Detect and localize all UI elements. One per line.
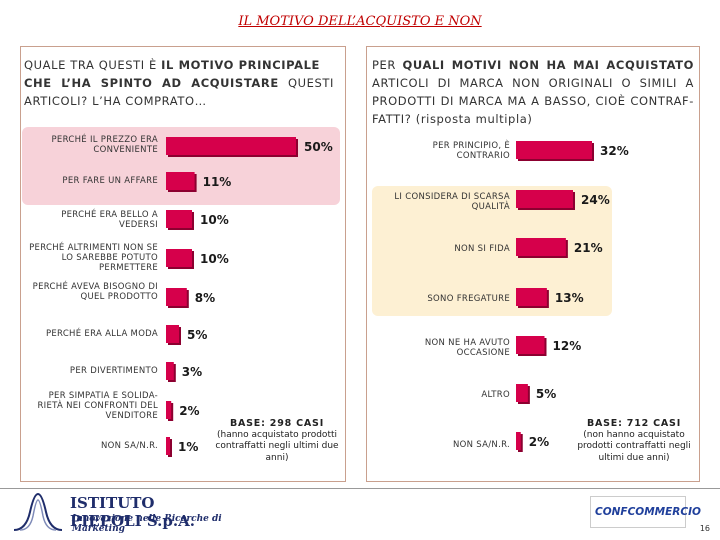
right-base-note: BASE: 712 CASI (non hanno acquistato pro… [577,418,691,463]
left-category-label: PERCHÉ ERA ALLA MODA [45,329,158,339]
left-category-label: PERCHÉ ALTRIMENTI NON SE LO SAREBBE POTU… [29,243,158,273]
footer-divider [0,488,720,489]
left-question: QUALE TRA QUESTI È IL MOTIVO PRINCIPALE … [24,58,335,108]
left-category-label: PERCHÉ IL PREZZO ERA CONVENIENTE [51,135,158,155]
left-panel [20,46,346,482]
piepoli-tagline: Innovazione nelle Ricerche di Marketing [72,514,222,534]
left-category-label: NON SA/N.R. [100,441,158,451]
right-question: PER QUALI MOTIVI NON HA MAI ACQUISTATO A… [372,58,694,126]
left-base-note: BASE: 298 CASI (hanno acquistato prodott… [215,418,339,463]
piepoli-logo: ISTITUTO PIEPOLI S.p.A. Innovazione nell… [10,490,230,534]
page-number: 16 [699,524,710,533]
left-category-label: PERCHÉ ERA BELLO A VEDERSI [61,210,158,230]
right-category-label: ALTRO [481,390,510,400]
right-panel [366,46,700,482]
left-category-label: PER DIVERTIMENTO [69,366,158,376]
right-category-label: PER PRINCIPIO, È CONTRARIO [432,141,510,161]
page-title: IL MOTIVO DELL’ACQUISTO E NON [238,14,482,29]
left-category-label: PER SIMPATIA E SOLIDA-RIETÀ NEI CONFRONT… [37,391,158,421]
right-category-label: LI CONSIDERA DI SCARSA QUALITÀ [394,192,510,212]
right-category-label: NON SI FIDA [454,244,510,254]
right-category-label: NON NE HA AVUTO OCCASIONE [424,338,510,358]
left-category-label: PERCHÉ AVEVA BISOGNO DI QUEL PRODOTTO [32,282,158,302]
piepoli-bell-icon [13,492,63,531]
confcommercio-logo: CONFCOMMERCIO [590,496,701,528]
left-category-label: PER FARE UN AFFARE [62,176,158,186]
right-category-label: SONO FREGATURE [427,294,510,304]
right-category-label: NON SA/N.R. [452,440,510,450]
piepoli-name: ISTITUTO PIEPOLI S.p.A. [70,494,195,530]
